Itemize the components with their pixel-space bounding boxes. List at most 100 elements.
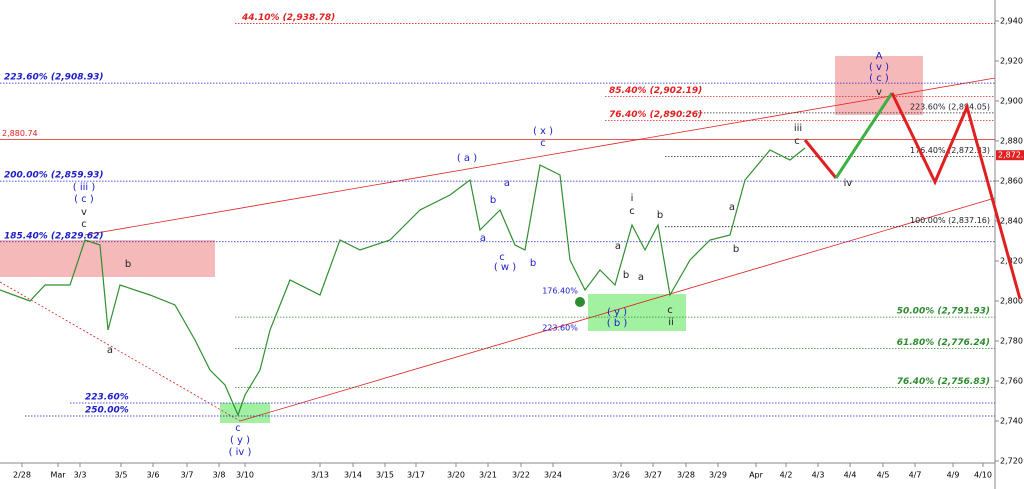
- trend-line: [84, 77, 996, 236]
- x-tick-label: 3/8: [213, 471, 226, 480]
- wave-label: v: [876, 87, 882, 98]
- x-tick-label: 3/10: [236, 471, 254, 480]
- zone-box: [835, 56, 923, 115]
- x-tick-label: Mar: [50, 471, 66, 480]
- level-label: 223.60% (2,894.05): [910, 102, 990, 111]
- wave-label: a: [107, 345, 113, 356]
- wave-label: 223.60%: [542, 324, 578, 333]
- wave-label: ( b ): [607, 318, 628, 329]
- last-price-box: [996, 150, 1024, 161]
- wave-label: ( v ): [869, 62, 889, 73]
- wave-label: b: [125, 259, 131, 270]
- wave-label: ( a ): [457, 153, 477, 164]
- wave-label: a: [729, 202, 735, 213]
- wave-label: ( w ): [494, 262, 516, 273]
- y-tick-label: 2,940: [1000, 17, 1023, 26]
- trend-line: [239, 197, 996, 422]
- x-tick-label: 4/9: [947, 471, 960, 480]
- wave-label: iv: [844, 178, 853, 189]
- x-tick-label: 3/26: [612, 471, 630, 480]
- wave-label: b: [657, 210, 663, 221]
- y-tick-label: 2,840: [1000, 217, 1023, 226]
- wave-label: b: [623, 270, 629, 281]
- level-label: 200.00% (2,859.93): [4, 171, 104, 181]
- x-tick-label: 4/7: [909, 471, 922, 480]
- wave-label: i: [631, 193, 634, 204]
- wave-label: c: [794, 136, 800, 147]
- wave-label: ( x ): [533, 126, 553, 137]
- level-label: 50.00% (2,791.93): [897, 307, 990, 317]
- x-tick-label: 3/17: [407, 471, 425, 480]
- projection-line: [890, 92, 1022, 300]
- x-tick-label: 4/5: [877, 471, 890, 480]
- wave-label: ( y ): [607, 307, 627, 318]
- zone-box: [588, 294, 686, 331]
- level-label: 76.40% (2,756.83): [897, 377, 990, 387]
- y-tick-label: 2,800: [1000, 297, 1023, 306]
- wave-label: 176.40%: [542, 287, 578, 296]
- x-tick-label: 4/10: [974, 471, 992, 480]
- wave-label: c: [540, 138, 546, 149]
- x-tick-label: Apr: [749, 471, 764, 480]
- x-tick-label: 4/2: [780, 471, 793, 480]
- x-tick-label: 3/14: [344, 471, 362, 480]
- level-label: 61.80% (2,776.24): [897, 338, 990, 348]
- wave-label: iii: [794, 123, 802, 134]
- x-tick-label: 2/28: [13, 471, 31, 480]
- wave-label: ( iv ): [229, 447, 252, 458]
- wave-label: v: [81, 207, 87, 218]
- wave-label: ( iii ): [73, 182, 96, 193]
- wave-label: c: [629, 206, 635, 217]
- x-tick-label: 3/21: [479, 471, 497, 480]
- y-tick-label: 2,740: [1000, 417, 1023, 426]
- zone-box: [0, 240, 215, 277]
- y-tick-label: 2,780: [1000, 337, 1023, 346]
- wave-label: A: [876, 51, 883, 62]
- last-price-label: 2,872.90: [998, 151, 1024, 160]
- y-tick-label: 2,820: [1000, 257, 1023, 266]
- y-tick-label: 2,760: [1000, 377, 1023, 386]
- wave-label: b: [733, 244, 739, 255]
- projection-line: [834, 92, 894, 179]
- y-tick-label: 2,880: [1000, 137, 1023, 146]
- level-label: 85.40% (2,902.19): [609, 86, 702, 96]
- x-tick-label: 4/3: [812, 471, 825, 480]
- wave-label: ( c ): [74, 194, 94, 205]
- level-label: 223.60%: [85, 393, 129, 403]
- wave-label: b: [490, 195, 496, 206]
- y-tick-label: 2,720: [1000, 457, 1023, 466]
- marker: [575, 297, 585, 307]
- x-tick-label: 3/24: [544, 471, 562, 480]
- x-tick-label: 3/20: [447, 471, 465, 480]
- price-line: [0, 147, 806, 417]
- level-label: 223.60% (2,908.93): [4, 73, 104, 83]
- x-tick-label: 3/29: [709, 471, 727, 480]
- x-tick-label: 3/6: [147, 471, 160, 480]
- zone-box: [220, 403, 270, 423]
- x-tick-label: 3/22: [512, 471, 530, 480]
- x-tick-label: 3/27: [644, 471, 662, 480]
- wave-label: a: [480, 233, 486, 244]
- projection-line: [803, 139, 838, 179]
- x-tick-label: 3/15: [376, 471, 394, 480]
- x-tick-label: 3/5: [115, 471, 128, 480]
- wave-label: ( y ): [230, 435, 250, 446]
- wave-label: c: [499, 252, 505, 263]
- level-label: 100.00% (2,837.16): [910, 216, 990, 225]
- wave-label: c: [235, 423, 241, 434]
- wave-label: ( c ): [869, 73, 889, 84]
- level-label: 250.00%: [85, 406, 129, 416]
- level-label: 2,880.74: [2, 129, 38, 138]
- x-tick-label: 3/13: [311, 471, 329, 480]
- x-tick-label: 3/7: [181, 471, 194, 480]
- x-tick-label: 3/3: [74, 471, 87, 480]
- y-tick-label: 2,900: [1000, 97, 1023, 106]
- level-label: 185.40% (2,829.62): [4, 231, 104, 241]
- wave-label: c: [81, 219, 87, 230]
- level-label: 76.40% (2,890.26): [609, 110, 702, 120]
- wave-label: c: [667, 305, 673, 316]
- x-tick-label: 4/4: [844, 471, 857, 480]
- wave-label: a: [615, 241, 621, 252]
- wave-label: a: [504, 178, 510, 189]
